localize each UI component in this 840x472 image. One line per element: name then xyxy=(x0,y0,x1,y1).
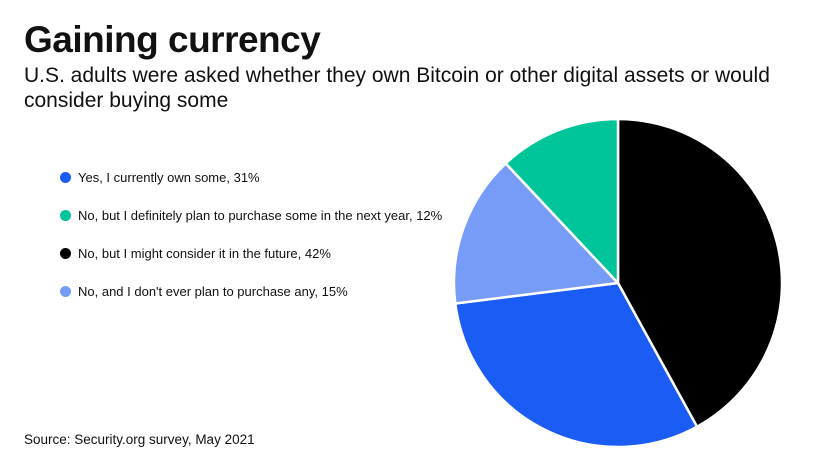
legend-item: No, but I definitely plan to purchase so… xyxy=(60,206,442,224)
legend-item: Yes, I currently own some, 31% xyxy=(60,168,442,186)
legend-label: Yes, I currently own some, 31% xyxy=(78,169,260,185)
legend-swatch xyxy=(60,171,71,183)
legend-swatch xyxy=(60,209,71,221)
legend-label: No, and I don't ever plan to purchase an… xyxy=(78,283,348,299)
chart-title: Gaining currency xyxy=(24,19,321,60)
legend-label: No, but I definitely plan to purchase so… xyxy=(78,207,443,223)
pie-slice-3 xyxy=(452,162,620,305)
legend: Yes, I currently own some, 31% No, but I… xyxy=(60,168,442,320)
pie-slice-4 xyxy=(504,117,620,285)
legend-swatch xyxy=(60,247,71,259)
legend-item: No, but I might consider it in the futur… xyxy=(60,244,442,262)
pie-slice-1 xyxy=(616,117,784,428)
pie-slice-2 xyxy=(454,281,699,449)
legend-swatch xyxy=(60,285,71,297)
source-note: Source: Security.org survey, May 2021 xyxy=(24,432,255,447)
legend-item: No, and I don't ever plan to purchase an… xyxy=(60,282,442,300)
legend-label: No, but I might consider it in the futur… xyxy=(78,245,331,261)
chart-subtitle: U.S. adults were asked whether they own … xyxy=(24,64,770,112)
